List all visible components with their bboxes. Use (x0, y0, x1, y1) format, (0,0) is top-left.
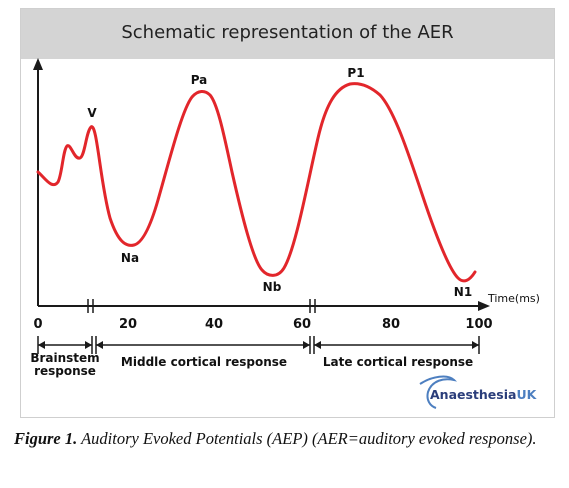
axis-break-1 (87, 299, 94, 313)
x-tick-label: 40 (205, 317, 223, 332)
logo-swoosh-icon (419, 375, 458, 409)
aer-waveform (36, 82, 477, 283)
logo-suffix: UK (516, 387, 537, 402)
region-label-brainstem-1: Brainstem (30, 351, 99, 365)
x-axis-label: Time(ms) (487, 292, 540, 305)
caption-text: Auditory Evoked Potentials (AEP) (AER=au… (77, 429, 537, 448)
y-axis-arrow (33, 58, 43, 70)
figure-caption: Figure 1. Auditory Evoked Potentials (AE… (14, 428, 559, 450)
logo-text: AnaesthesiaUK (430, 387, 536, 402)
peak-label-n1: N1 (454, 285, 472, 299)
region-label-brainstem-2: response (34, 364, 96, 378)
diagram-title: Schematic representation of the AER (121, 22, 454, 43)
peak-label-na: Na (121, 251, 139, 265)
peak-label-p1: P1 (347, 66, 364, 80)
logo-main: Anaesthesia (430, 387, 517, 402)
region-brackets (37, 336, 480, 354)
x-tick-label: 80 (382, 317, 400, 332)
region-label-late: Late cortical response (323, 355, 473, 369)
anaesthesia-uk-logo: AnaesthesiaUK (412, 376, 542, 412)
peak-label-v: V (87, 106, 97, 120)
title-bar: Schematic representation of the AER (21, 9, 554, 59)
caption-label: Figure 1. (14, 429, 78, 448)
axis-break-2 (309, 299, 316, 313)
x-tick-label: 20 (119, 317, 137, 332)
region-arrowheads (38, 341, 479, 349)
x-tick-label: 60 (293, 317, 311, 332)
peak-label-nb: Nb (263, 280, 282, 294)
x-tick-label: 0 (33, 317, 42, 332)
x-axis-arrow (478, 301, 490, 311)
region-label-middle: Middle cortical response (121, 355, 287, 369)
x-tick-label: 100 (465, 317, 492, 332)
peak-label-pa: Pa (191, 73, 208, 87)
